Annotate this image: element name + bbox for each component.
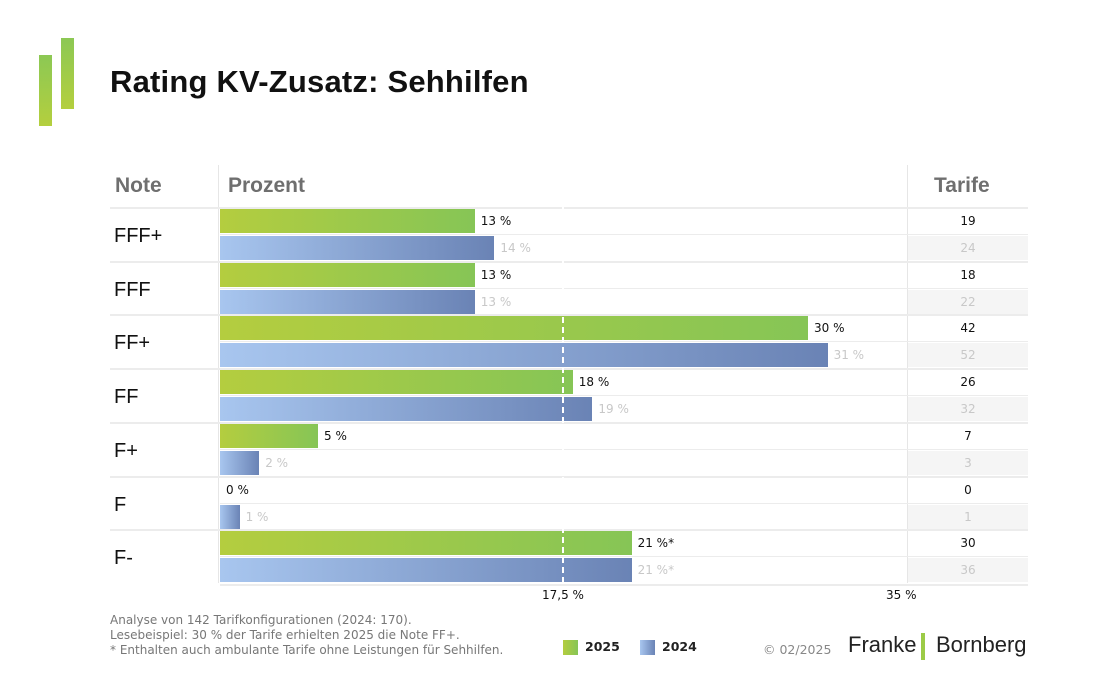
- tarife-2024: 52: [908, 343, 1028, 368]
- row-separator: [110, 421, 1028, 424]
- brand-logo-bar: [921, 633, 925, 660]
- note-label: FFF+: [114, 225, 163, 247]
- bar-label-2025: 13 %: [480, 267, 512, 282]
- bar-2024: [220, 236, 495, 260]
- sub-row-separator: [220, 395, 1028, 397]
- logo-bar-right: [61, 38, 74, 109]
- header-tarife: Tarife: [934, 174, 990, 197]
- tarife-2025: 0: [964, 482, 972, 497]
- chart-title: Rating KV-Zusatz: Sehhilfen: [110, 64, 529, 99]
- sub-row-separator: [220, 234, 1028, 235]
- tarife-2025: 7: [964, 428, 972, 443]
- row-separator: [110, 368, 1028, 371]
- tarife-2024: 32: [908, 397, 1028, 422]
- row-separator: [110, 314, 1028, 317]
- copyright: © 02/2025: [763, 642, 832, 657]
- tarife-2024: 36: [908, 558, 1028, 583]
- note-label: FF: [114, 386, 139, 409]
- bar-2025: [220, 370, 573, 395]
- bar-label-2024: 14 %: [500, 241, 531, 255]
- tarife-2024: 22: [908, 289, 1028, 314]
- tarife-2024: 1: [908, 504, 1028, 529]
- bar-2025: [220, 209, 475, 233]
- bar-label-2024: 31 %: [833, 348, 865, 363]
- bar-2025: [220, 262, 475, 287]
- bar-label-2024: 13 %: [480, 294, 512, 309]
- row-separator: [220, 583, 1028, 586]
- footnote-analyse: Analyse von 142 Tarifkonfigurationen (20…: [110, 613, 412, 627]
- brand-franke: Franke: [848, 632, 917, 657]
- bar-2024: [220, 558, 632, 583]
- bar-label-2025: 0 %: [226, 482, 249, 497]
- bar-label-2025: 18 %: [578, 375, 610, 390]
- sub-row-separator: [220, 287, 1028, 289]
- bar-label-2025: 13 %: [480, 214, 512, 228]
- sub-row-separator: [220, 448, 1028, 450]
- tarife-2024: 3: [908, 450, 1028, 475]
- header-note: Note: [115, 174, 162, 197]
- bar-label-2024: 21 %*: [637, 563, 675, 578]
- logo-bar-left: [39, 55, 52, 126]
- tarife-2025: 26: [960, 375, 976, 390]
- row-separator: [110, 207, 1028, 209]
- legend-swatch-2024: [640, 640, 655, 655]
- note-label: FF+: [114, 332, 151, 355]
- legend-label-2025: 2025: [585, 639, 620, 654]
- sub-row-separator: [220, 556, 1028, 558]
- legend-swatch-2025: [563, 640, 578, 655]
- footnote-asterisk: * Enthalten auch ambulante Tarife ohne L…: [110, 643, 504, 657]
- note-label: F-: [114, 547, 133, 570]
- brand-bornberg: Bornberg: [936, 632, 1027, 657]
- bar-label-2024: 2 %: [265, 455, 289, 470]
- note-label: F+: [114, 439, 138, 462]
- bar-2025: [220, 423, 318, 448]
- row-separator: [110, 475, 1028, 478]
- tarife-2025: 30: [960, 536, 976, 551]
- bar-2024: [220, 397, 593, 422]
- row-separator: [110, 529, 1028, 532]
- tarife-2025: 19: [960, 214, 976, 228]
- bar-2025: [220, 316, 808, 341]
- tarife-2025: 18: [960, 267, 976, 282]
- tarife-2025: 42: [960, 321, 976, 336]
- sub-row-separator: [220, 341, 1028, 343]
- footnote-lesebeispiel: Lesebeispiel: 30 % der Tarife erhielten …: [110, 628, 460, 642]
- bar-label-2025: 21 %*: [637, 536, 675, 551]
- tarife-2024: 24: [908, 236, 1028, 260]
- x-tick-label-17-5: 17,5 %: [542, 588, 584, 602]
- note-label: FFF: [114, 278, 151, 301]
- bar-2025: [220, 531, 632, 556]
- bar-label-2024: 19 %: [598, 402, 629, 417]
- bar-label-2025: 30 %: [814, 321, 845, 336]
- column-divider-note: [218, 165, 219, 583]
- column-divider-tarife: [907, 165, 908, 583]
- header-prozent: Prozent: [228, 174, 306, 197]
- bar-2024: [220, 504, 240, 529]
- sub-row-separator: [220, 502, 1028, 504]
- bar-label-2024: 1 %: [245, 509, 269, 524]
- row-separator: [110, 260, 1028, 263]
- note-label: F: [114, 493, 127, 516]
- legend-label-2024: 2024: [662, 639, 697, 654]
- bar-2024: [220, 343, 828, 368]
- bar-2024: [220, 289, 475, 314]
- bar-label-2025: 5 %: [324, 428, 347, 443]
- x-tick-label-35: 35 %: [886, 588, 917, 602]
- bar-2024: [220, 450, 260, 475]
